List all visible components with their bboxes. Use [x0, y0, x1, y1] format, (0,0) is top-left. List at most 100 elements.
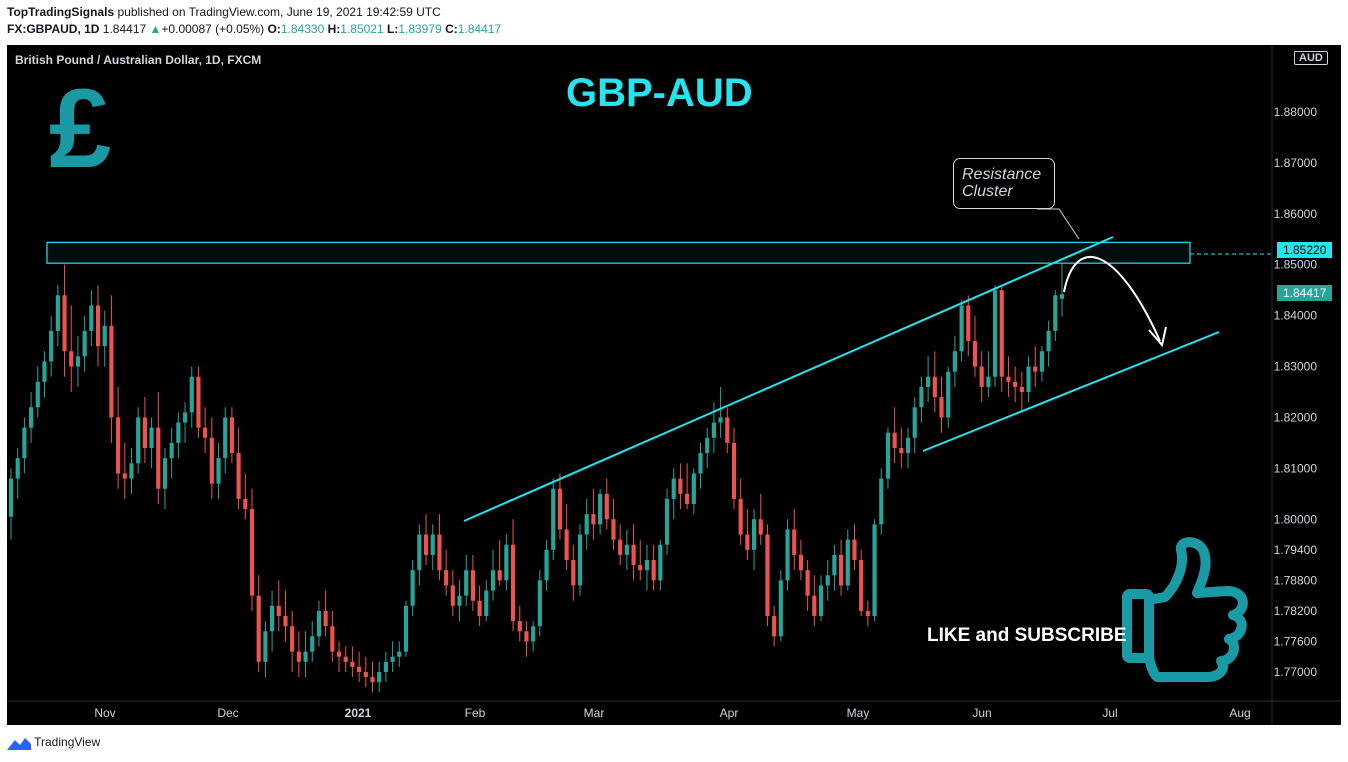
chart-svg[interactable]: 1.88000 1.87000 1.86000 1.85000 1.84000 1.830…	[7, 45, 1341, 725]
candle-body	[678, 478, 683, 494]
candle-body	[464, 570, 469, 596]
candle-body	[859, 560, 864, 611]
candle-body	[95, 305, 101, 347]
candle-body	[852, 539, 857, 560]
candle-body	[986, 376, 991, 387]
x-tick-label: Dec	[217, 706, 238, 720]
candle-body	[470, 570, 475, 601]
candle-body	[604, 493, 609, 520]
candle-body	[383, 661, 388, 672]
candle-body	[557, 488, 563, 530]
candle-body	[885, 432, 891, 479]
x-tick-label: Jul	[1102, 706, 1117, 720]
candle-body	[363, 672, 368, 678]
candle-body	[203, 427, 208, 438]
candle-body	[169, 442, 174, 459]
candle-body	[905, 437, 911, 454]
candle-body	[377, 672, 382, 683]
chart-panel[interactable]: 1.88000 1.87000 1.86000 1.85000 1.84000 1.830…	[7, 45, 1341, 725]
candle-body	[209, 437, 214, 484]
candle-body	[972, 341, 978, 367]
close-label: C:	[445, 22, 458, 36]
candle-body	[598, 493, 603, 525]
candle-body	[932, 376, 937, 398]
candle-body	[571, 560, 576, 586]
y-tick-label: 1.77000	[1274, 665, 1318, 679]
candle-body	[296, 651, 301, 662]
brand-name[interactable]: TradingView	[34, 735, 101, 749]
x-tick-label: Apr	[720, 706, 739, 720]
candle-body	[671, 478, 676, 499]
candle-body	[370, 677, 375, 683]
candle-body	[792, 529, 797, 555]
author-name[interactable]: TopTradingSignals	[7, 5, 115, 19]
candle-body	[390, 656, 395, 662]
candle-body	[243, 498, 248, 510]
candle-body	[1039, 351, 1044, 372]
last-value: 1.84417	[102, 22, 147, 36]
candle-body	[1053, 295, 1058, 331]
candle-body	[731, 442, 737, 499]
candle-body	[176, 422, 181, 443]
candle-body	[444, 570, 449, 586]
candle-body	[229, 417, 234, 454]
candle-body	[504, 544, 509, 581]
candle-body	[765, 534, 770, 616]
low-value: 1.83979	[398, 22, 442, 36]
triangle-up-icon: ▲	[149, 22, 162, 36]
candle-body	[55, 295, 60, 331]
candle-body	[658, 544, 663, 581]
pound-icon: £	[49, 66, 112, 191]
y-tick-label: 1.81000	[1274, 461, 1318, 475]
candle-body	[162, 458, 168, 489]
candle-body	[457, 595, 462, 606]
candle-body	[69, 351, 74, 367]
thumbs-up-icon	[1122, 537, 1248, 682]
candle-body	[698, 453, 703, 474]
candle-body	[959, 305, 964, 352]
y-tick-label: 1.85000	[1274, 258, 1318, 272]
candle-body	[899, 448, 904, 454]
candle-body	[283, 616, 288, 627]
x-tick-label: Mar	[584, 706, 605, 720]
candle-body	[142, 417, 147, 448]
candle-body	[29, 407, 34, 428]
y-tick-label: 1.86000	[1274, 207, 1318, 221]
candle-body	[336, 651, 342, 657]
symbol-description: British Pound / Australian Dollar, 1D, F…	[15, 53, 262, 67]
candle-body	[718, 417, 723, 423]
candle-body	[82, 330, 87, 357]
candle-body	[256, 595, 261, 662]
candle-body	[1026, 366, 1031, 392]
candle-body	[577, 534, 583, 586]
candle-body	[705, 437, 710, 454]
candle-body	[303, 651, 308, 662]
x-tick-label: 2021	[345, 706, 372, 720]
candle-body	[638, 565, 643, 571]
candle-body	[196, 376, 201, 428]
projection-arrow	[1063, 255, 1161, 342]
candle-body	[979, 366, 984, 387]
candle-body	[872, 524, 877, 616]
candle-body	[129, 463, 134, 479]
candle-body	[109, 325, 114, 418]
y-tick-label: 1.78800	[1274, 573, 1318, 587]
candle-body	[912, 407, 917, 438]
resistance-price-tag: 1.85220	[1277, 242, 1333, 258]
candle-body	[745, 534, 750, 550]
open-value: 1.84330	[280, 22, 325, 36]
candle-body	[591, 514, 596, 525]
candle-body	[818, 585, 824, 616]
candle-body	[75, 356, 81, 367]
ticker: FX:GBPAUD, 1D	[7, 22, 100, 36]
candle-body	[430, 534, 435, 555]
candle-body	[42, 361, 47, 382]
candle-body	[310, 636, 315, 652]
currency-badge[interactable]: AUD	[1294, 51, 1328, 65]
candle-body	[785, 529, 790, 581]
candle-body	[497, 570, 502, 581]
candle-body	[644, 560, 650, 571]
candle-body	[216, 458, 221, 484]
tradingview-logo-icon	[7, 737, 31, 750]
candle-body	[711, 422, 716, 438]
